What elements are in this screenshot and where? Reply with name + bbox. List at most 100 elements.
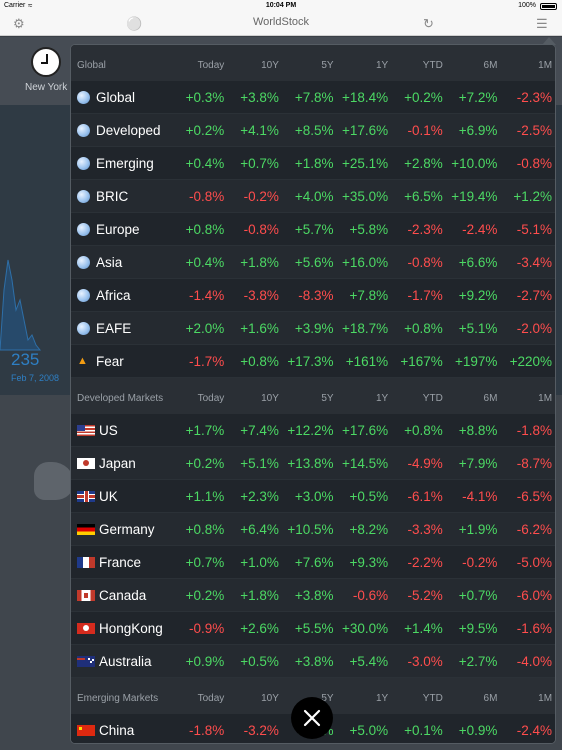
- table-row[interactable]: ▲ Fear -1.7% +0.8% +17.3% +161% +167% +197% +220…: [71, 345, 555, 378]
- value-cell: +5.6%: [294, 254, 334, 270]
- row-name-cell: Emerging: [71, 156, 173, 171]
- column-header[interactable]: 1M: [538, 692, 553, 704]
- column-header[interactable]: Today: [197, 59, 225, 71]
- column-header[interactable]: 1Y: [375, 59, 389, 71]
- table-row[interactable]: UK +1.1% +2.3% +3.0% +0.5% -6.1% -4.1% -6.5%: [71, 480, 555, 513]
- column-header[interactable]: 1M: [538, 392, 553, 404]
- row-name-cell: EAFE: [71, 321, 173, 336]
- gear-icon[interactable]: ⚙: [13, 16, 25, 31]
- table-row[interactable]: Germany +0.8% +6.4% +10.5% +8.2% -3.3% +1.9% -6…: [71, 513, 555, 546]
- menu-icon[interactable]: ☰: [536, 16, 548, 31]
- column-header[interactable]: YTD: [422, 392, 443, 404]
- value-cell: +0.4%: [185, 155, 225, 171]
- column-header[interactable]: YTD: [422, 59, 443, 71]
- value-cell: -0.2%: [243, 188, 279, 204]
- column-header[interactable]: 1Y: [375, 692, 389, 704]
- globe-icon[interactable]: ⚪: [126, 16, 143, 31]
- row-name-cell: UK: [71, 489, 173, 504]
- city-label[interactable]: New York: [25, 82, 68, 93]
- value-cell: -2.3%: [516, 89, 553, 105]
- column-header[interactable]: Today: [197, 692, 225, 704]
- table-row[interactable]: Emerging +0.4% +0.7% +1.8% +25.1% +2.8% +10.0%…: [71, 147, 555, 180]
- column-header[interactable]: 10Y: [261, 692, 279, 704]
- column-header[interactable]: 10Y: [261, 392, 279, 404]
- column-header[interactable]: 10Y: [261, 59, 279, 71]
- row-name-cell: Germany: [71, 522, 173, 537]
- column-header[interactable]: 6M: [483, 692, 498, 704]
- row-label: BRIC: [96, 188, 129, 204]
- value-cell: +1.8%: [240, 587, 279, 603]
- table-row[interactable]: Australia +0.9% +0.5% +3.8% +5.4% -3.0% +2.7% -…: [71, 645, 555, 678]
- value-cell: +2.0%: [185, 320, 225, 336]
- column-header[interactable]: 1M: [538, 59, 553, 71]
- value-cell: -5.0%: [516, 554, 553, 570]
- value-cell: +3.8%: [294, 587, 334, 603]
- column-header[interactable]: 5Y: [321, 692, 334, 704]
- germany-flag-icon: [77, 523, 95, 535]
- value-cell: +8.8%: [458, 422, 498, 438]
- table-row[interactable]: Canada +0.2% +1.8% +3.8% -0.6% -5.2% +0.7% -6.0…: [71, 579, 555, 612]
- refresh-icon[interactable]: ↻: [423, 16, 434, 31]
- value-cell: -6.5%: [516, 488, 553, 504]
- value-cell: +2.3%: [240, 488, 279, 504]
- table-row[interactable]: BRIC -0.8% -0.2% +4.0% +35.0% +6.5% +19.4% +1.2…: [71, 180, 555, 213]
- clock-icon[interactable]: [31, 47, 61, 77]
- row-name-cell: Asia: [71, 255, 173, 270]
- table-row[interactable]: Asia +0.4% +1.8% +5.6% +16.0% -0.8% +6.6% -3.4%: [71, 246, 555, 279]
- value-cell: -3.2%: [243, 722, 279, 738]
- table-row[interactable]: US +1.7% +7.4% +12.2% +17.6% +0.8% +8.8% -1.8%: [71, 414, 555, 447]
- table-row[interactable]: Global +0.3% +3.8% +7.8% +18.4% +0.2% +7.2% -2.…: [71, 81, 555, 114]
- value-cell: +5.4%: [349, 653, 389, 669]
- table-row[interactable]: France +0.7% +1.0% +7.6% +9.3% -2.2% -0.2% -5.0…: [71, 546, 555, 579]
- value-cell: +9.3%: [349, 554, 389, 570]
- close-button[interactable]: [291, 697, 333, 739]
- value-cell: -2.4%: [516, 722, 553, 738]
- value-cell: -0.8%: [407, 254, 443, 270]
- value-cell: +16.0%: [342, 254, 389, 270]
- value-cell: -8.7%: [516, 455, 553, 471]
- row-name-cell: US: [71, 423, 173, 438]
- row-name-cell: Canada: [71, 588, 173, 603]
- france-flag-icon: [77, 556, 95, 568]
- table-row[interactable]: Europe +0.8% -0.8% +5.7% +5.8% -2.3% -2.4% -5.1…: [71, 213, 555, 246]
- column-header[interactable]: 5Y: [321, 392, 334, 404]
- column-header[interactable]: Today: [197, 392, 225, 404]
- value-cell: +0.7%: [240, 155, 279, 171]
- value-cell: +1.2%: [513, 188, 553, 204]
- column-header[interactable]: 6M: [483, 59, 498, 71]
- column-header[interactable]: 1Y: [375, 392, 389, 404]
- value-cell: +0.5%: [349, 488, 389, 504]
- value-cell: +1.9%: [458, 521, 498, 537]
- row-label: EAFE: [96, 320, 132, 336]
- value-cell: +3.0%: [294, 488, 334, 504]
- table-row[interactable]: Developed +0.2% +4.1% +8.5% +17.6% -0.1% +6.9%…: [71, 114, 555, 147]
- table-row[interactable]: Africa -1.4% -3.8% -8.3% +7.8% -1.7% +9.2% -2.7…: [71, 279, 555, 312]
- row-name-cell: Australia: [71, 654, 173, 669]
- value-cell: +13.8%: [287, 455, 334, 471]
- table-row[interactable]: EAFE +2.0% +1.6% +3.9% +18.7% +0.8% +5.1% -2.0%: [71, 312, 555, 345]
- value-cell: +7.2%: [458, 89, 498, 105]
- value-cell: +167%: [400, 353, 443, 369]
- value-cell: -2.7%: [516, 287, 553, 303]
- uk-flag-icon: [77, 490, 95, 502]
- column-header[interactable]: YTD: [422, 692, 443, 704]
- value-cell: -2.4%: [462, 221, 498, 237]
- row-label: Australia: [99, 653, 152, 669]
- row-label: HongKong: [99, 620, 163, 636]
- value-cell: +6.6%: [458, 254, 498, 270]
- value-cell: +17.6%: [342, 122, 389, 138]
- column-header[interactable]: 5Y: [321, 59, 334, 71]
- value-cell: -2.3%: [407, 221, 443, 237]
- value-cell: +8.2%: [349, 521, 389, 537]
- value-cell: +0.8%: [185, 521, 225, 537]
- value-cell: -6.0%: [516, 587, 553, 603]
- row-label: UK: [99, 488, 118, 504]
- value-cell: +1.0%: [240, 554, 279, 570]
- table-row[interactable]: HongKong -0.9% +2.6% +5.5% +30.0% +1.4% +9.5% -…: [71, 612, 555, 645]
- value-cell: +0.1%: [404, 722, 443, 738]
- table-row[interactable]: Japan +0.2% +5.1% +13.8% +14.5% -4.9% +7.9% -8.…: [71, 447, 555, 480]
- value-cell: +2.8%: [404, 155, 443, 171]
- value-cell: +10.5%: [287, 521, 334, 537]
- column-header[interactable]: 6M: [483, 392, 498, 404]
- value-cell: +1.8%: [294, 155, 334, 171]
